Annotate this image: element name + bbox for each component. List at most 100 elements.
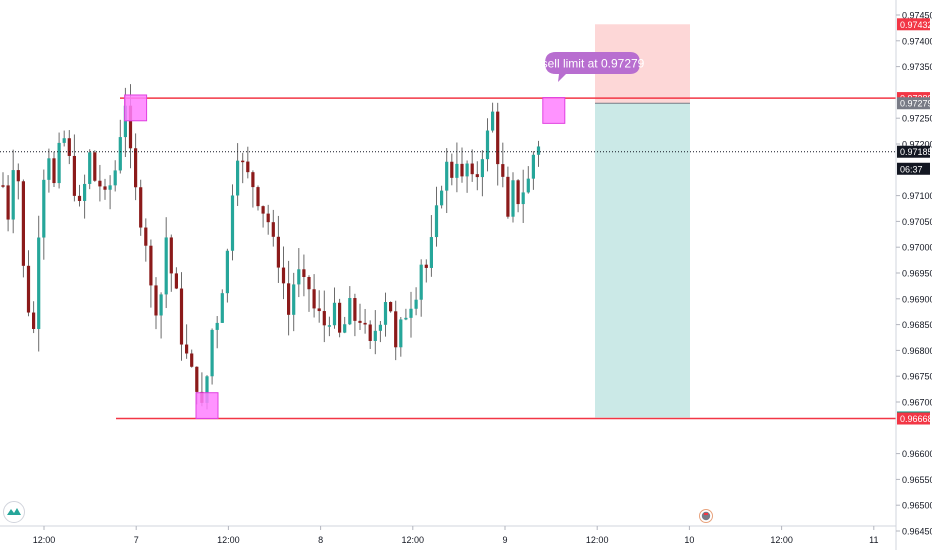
candle xyxy=(88,149,92,190)
candle xyxy=(287,260,291,336)
candle-body xyxy=(113,170,117,186)
candle xyxy=(409,291,413,338)
candle-body xyxy=(338,302,342,333)
candle-body xyxy=(21,181,25,266)
candle xyxy=(93,150,97,182)
time-axis[interactable]: 12:00 7 12:00 8 12:00 9 12:00 10 12:00 11 xyxy=(0,525,896,545)
candle xyxy=(353,293,357,337)
candle-body xyxy=(312,289,316,309)
price-tick-label: 0.96850 xyxy=(902,320,932,330)
candle xyxy=(460,147,464,183)
level-lines[interactable] xyxy=(0,97,896,420)
price-label-box xyxy=(897,18,930,31)
price-label-box xyxy=(897,412,930,425)
time-tick-label: 12:00 xyxy=(217,535,240,545)
candle-body xyxy=(164,237,168,295)
candle xyxy=(455,142,459,193)
candle xyxy=(215,316,219,349)
candle-body xyxy=(108,185,112,190)
candles xyxy=(1,84,541,410)
candle xyxy=(434,186,439,247)
candle-body xyxy=(174,273,178,289)
time-tick-label: 12:00 xyxy=(33,535,56,545)
candle-body xyxy=(67,138,71,156)
markers xyxy=(124,94,566,420)
candle-body xyxy=(225,250,229,294)
candle-body xyxy=(154,285,158,316)
candle-body xyxy=(220,293,224,323)
candle xyxy=(292,272,296,332)
candle xyxy=(113,160,117,192)
time-tick-label: 7 xyxy=(134,535,139,545)
candle-body xyxy=(169,237,173,274)
candle-body xyxy=(32,312,36,329)
take-profit-zone[interactable] xyxy=(595,103,690,418)
candle-body xyxy=(149,245,153,286)
candle-body xyxy=(276,236,280,268)
time-tick-label: 12:00 xyxy=(770,535,793,545)
candle xyxy=(72,134,76,202)
candle xyxy=(154,277,158,330)
candle xyxy=(465,160,469,193)
candle xyxy=(32,301,36,334)
candle-body xyxy=(307,276,311,290)
candle-body xyxy=(358,320,362,323)
price-axis[interactable]: 0.974500.974000.973500.972500.972000.971… xyxy=(895,0,932,550)
candle xyxy=(225,248,229,303)
candle xyxy=(404,308,408,321)
time-tick-label: 10 xyxy=(684,535,694,545)
candle xyxy=(312,274,316,318)
candle xyxy=(440,185,444,209)
highlight-marker xyxy=(124,94,148,122)
candle xyxy=(424,259,428,283)
price-tick-label: 0.97000 xyxy=(902,243,932,253)
time-tick-label: 8 xyxy=(318,535,323,545)
candle-body xyxy=(363,322,367,325)
candle-body xyxy=(287,283,291,315)
candle xyxy=(256,185,260,211)
candle-body xyxy=(26,265,31,313)
candle-body xyxy=(118,137,122,171)
price-tick-label: 0.96950 xyxy=(902,269,932,279)
candle xyxy=(57,132,61,189)
candle-body xyxy=(440,190,444,206)
candle-body xyxy=(373,330,377,341)
candle xyxy=(190,349,194,368)
candle-body xyxy=(271,222,275,237)
candle xyxy=(419,259,423,317)
candle xyxy=(266,204,270,235)
candle-body xyxy=(205,376,209,403)
tradingview-logo-icon[interactable] xyxy=(3,501,25,523)
position-zones xyxy=(595,24,690,418)
candle-body xyxy=(261,206,265,214)
candle-body xyxy=(11,170,15,220)
candle-body xyxy=(429,237,433,268)
price-label-box xyxy=(897,162,930,175)
time-tick-label: 12:00 xyxy=(586,535,609,545)
candle-body xyxy=(52,158,56,184)
candle xyxy=(47,148,51,193)
price-label-text: 06:37 xyxy=(900,164,923,174)
candle xyxy=(42,169,46,260)
candle-body xyxy=(57,142,61,184)
candle xyxy=(399,317,403,357)
candle xyxy=(220,289,224,323)
price-tick-label: 0.96900 xyxy=(902,294,932,304)
candle xyxy=(358,303,362,330)
candle-body xyxy=(480,159,484,178)
candle-body xyxy=(368,324,372,341)
candle-body xyxy=(460,163,464,177)
candle xyxy=(236,143,240,206)
candle-body xyxy=(434,205,439,238)
price-label-box xyxy=(897,97,930,110)
candle-body xyxy=(424,264,428,268)
candle xyxy=(6,175,10,232)
price-tick-label: 0.97400 xyxy=(902,36,932,46)
event-flag-icon[interactable] xyxy=(699,509,713,523)
candle-body xyxy=(491,111,495,131)
price-label-text: 0.97279 xyxy=(900,99,932,109)
candle-body xyxy=(465,163,469,177)
sell-limit-callout[interactable]: sell limit at 0.97279 xyxy=(542,52,645,82)
